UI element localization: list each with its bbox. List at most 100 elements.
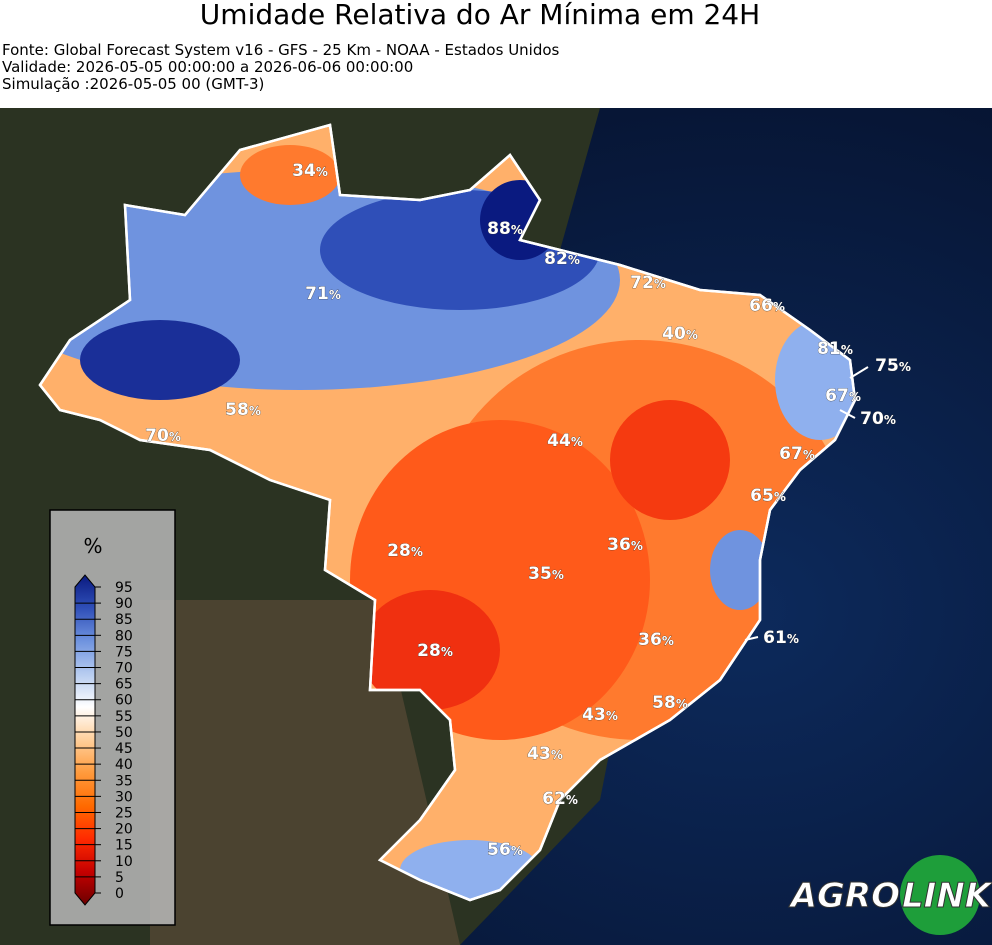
colorbar-tick-label: 85: [115, 612, 133, 628]
simulation-line: Simulação :2026-05-05 00 (GMT-3): [2, 75, 264, 93]
label-unit: %: [552, 568, 564, 582]
colorbar-tick-label: 10: [115, 854, 133, 870]
colorbar-tick-label: 65: [115, 677, 133, 693]
label-unit: %: [676, 697, 688, 711]
label-value: 70: [860, 409, 884, 429]
label-value: 66: [749, 296, 773, 316]
humidity-label: 43%: [527, 744, 563, 764]
humidity-label: 65%: [750, 486, 786, 506]
colorbar-tick-label: 80: [115, 628, 133, 644]
label-value: 36: [607, 535, 631, 555]
humidity-label: 43%: [582, 705, 618, 725]
humidity-label: 34%: [292, 161, 328, 181]
logo-text: LINK: [902, 876, 992, 916]
colorbar-box: [49, 509, 176, 926]
label-unit: %: [841, 343, 853, 357]
label-unit: %: [551, 748, 563, 762]
humidity-label: 82%: [544, 249, 580, 269]
label-unit: %: [441, 645, 453, 659]
leader-line: [839, 409, 856, 419]
label-value: 36: [638, 630, 662, 650]
label-unit: %: [884, 413, 896, 427]
source-line: Fonte: Global Forecast System v16 - GFS …: [2, 41, 560, 59]
humidity-label: 36%: [638, 630, 674, 650]
label-unit: %: [787, 632, 799, 646]
humidity-label: 88%: [487, 219, 523, 239]
map: [0, 108, 992, 945]
colorbar-tick-label: 35: [115, 773, 133, 789]
label-value: 43: [527, 744, 551, 764]
colorbar-tick-label: 50: [115, 725, 133, 741]
label-unit: %: [568, 253, 580, 267]
label-unit: %: [566, 793, 578, 807]
label-unit: %: [329, 288, 341, 302]
label-value: 62: [542, 789, 566, 809]
label-unit: %: [899, 360, 911, 374]
humidity-label: 81%: [817, 339, 853, 359]
colorbar-tick-label: 5: [115, 870, 124, 886]
logo: AGRO LINK: [787, 855, 992, 935]
label-value: 88: [487, 219, 511, 239]
humidity-label: 70%: [145, 426, 181, 446]
label-value: 40: [662, 324, 686, 344]
border: [38, 123, 857, 902]
label-unit: %: [606, 709, 618, 723]
logo-circle: [900, 855, 980, 935]
validity-line: Validade: 2026-05-05 00:00:00 a 2026-06-…: [2, 58, 413, 76]
colorbar-tick-label: 90: [115, 596, 133, 612]
label-value: 65: [750, 486, 774, 506]
label-unit: %: [686, 328, 698, 342]
humidity-label: 70%: [860, 409, 896, 429]
label-value: 75: [875, 356, 899, 376]
humidity-label: 62%: [542, 789, 578, 809]
label-value: 71: [305, 284, 329, 304]
humidity-label: 67%: [779, 444, 815, 464]
label-value: 58: [225, 400, 249, 420]
label-value: 44: [547, 431, 571, 451]
label-value: 43: [582, 705, 606, 725]
colorbar-tick-label: 75: [115, 644, 133, 660]
colorbar-title: %: [83, 534, 102, 558]
label-value: 67: [825, 386, 849, 406]
humidity-label: 44%: [547, 431, 583, 451]
humidity-label: 40%: [662, 324, 698, 344]
label-value: 35: [528, 564, 552, 584]
label-value: 67: [779, 444, 803, 464]
label-unit: %: [571, 435, 583, 449]
label-unit: %: [511, 223, 523, 237]
leader-line: [849, 366, 869, 379]
label-unit: %: [803, 448, 815, 462]
humidity-label: 61%: [763, 628, 799, 648]
label-unit: %: [249, 404, 261, 418]
humidity-label: 58%: [652, 693, 688, 713]
label-value: 28: [387, 541, 411, 561]
leader-line: [744, 636, 759, 641]
label-unit: %: [511, 844, 523, 858]
label-value: 28: [417, 641, 441, 661]
colorbar-tick-label: 60: [115, 693, 133, 709]
colorbar-tick-label: 70: [115, 661, 133, 677]
colorbar-tick-label: 55: [115, 709, 133, 725]
colorbar-tick-label: 95: [115, 580, 133, 596]
label-value: 56: [487, 840, 511, 860]
colorbar-tick-label: 20: [115, 822, 133, 838]
humidity-label: 71%: [305, 284, 341, 304]
colorbar-tick-label: 0: [115, 886, 124, 902]
humidity-label: 58%: [225, 400, 261, 420]
label-unit: %: [169, 430, 181, 444]
humidity-label: 66%: [749, 296, 785, 316]
colorbar-tick-label: 30: [115, 789, 133, 805]
humidity-label: 28%: [387, 541, 423, 561]
label-value: 82: [544, 249, 568, 269]
map-labels: 34%88%82%72%66%71%40%81%75%67%70%58%70% 4…: [145, 161, 911, 861]
colorbar-tick-label: 40: [115, 757, 133, 773]
title: Umidade Relativa do Ar Mínima em 24H: [200, 0, 760, 31]
label-unit: %: [654, 277, 666, 291]
humidity-label: 56%: [487, 840, 523, 860]
logo-text: AGRO: [788, 876, 900, 916]
humidity-label: 75%: [875, 356, 911, 376]
label-value: 81: [817, 339, 841, 359]
humidity-label: 36%: [607, 535, 643, 555]
label-value: 34: [292, 161, 316, 181]
